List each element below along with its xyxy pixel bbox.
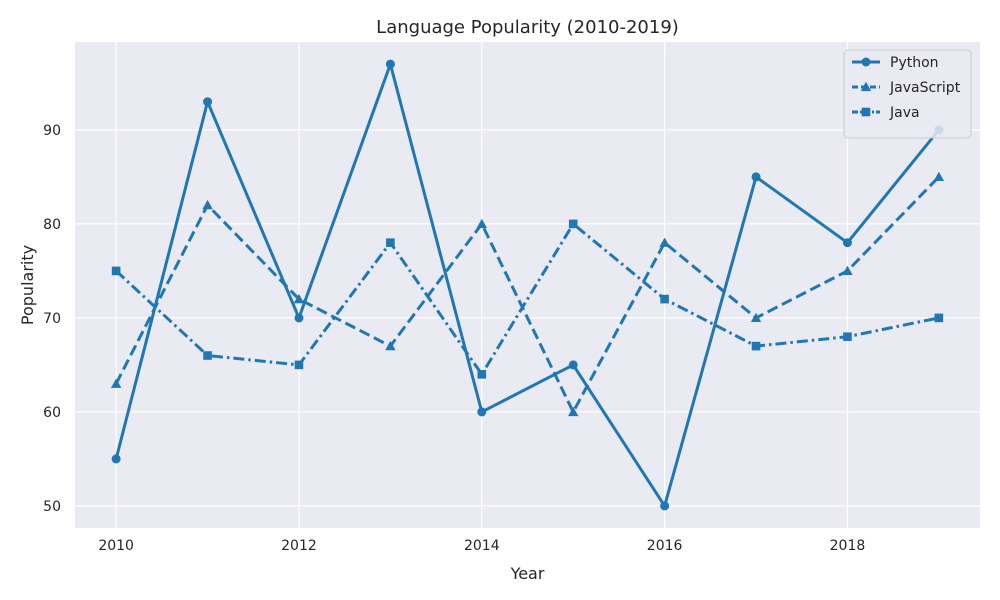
data-point — [111, 266, 121, 276]
ticks: 2010 2012 2014 2016 2018 50 60 70 80 90 — [43, 123, 865, 554]
data-point — [477, 370, 487, 379]
data-point — [933, 171, 945, 182]
data-point — [568, 219, 578, 229]
data-point — [203, 351, 212, 360]
data-point — [385, 59, 395, 69]
y-axis-label: Popularity — [18, 245, 37, 325]
series-line — [115, 222, 940, 376]
data-point — [110, 378, 122, 388]
y-tick-label: 60 — [43, 405, 61, 421]
legend-item: Python — [852, 55, 939, 71]
data-point — [476, 218, 487, 229]
x-tick-label: 2016 — [647, 538, 683, 554]
x-tick-label: 2010 — [98, 538, 134, 554]
data-point — [386, 238, 395, 247]
legend: Python JavaScript Java — [843, 49, 972, 139]
y-tick-label: 80 — [43, 217, 61, 233]
legend-label: JavaScript — [889, 80, 961, 96]
data-point — [842, 238, 852, 248]
data-point — [568, 406, 579, 417]
x-tick-label: 2012 — [281, 538, 317, 554]
y-tick-label: 70 — [43, 311, 61, 327]
data-point — [111, 454, 121, 464]
series-javascript — [110, 171, 945, 417]
legend-marker — [861, 107, 871, 117]
y-tick-label: 50 — [43, 499, 61, 515]
legend-box — [843, 49, 972, 139]
legend-item: Java — [852, 105, 920, 121]
x-axis-label: Year — [510, 564, 545, 583]
x-tick-label: 2014 — [464, 538, 500, 554]
data-point — [568, 360, 578, 370]
data-point — [660, 501, 670, 511]
series-line — [114, 175, 940, 414]
chart-title: Language Popularity (2010-2019) — [376, 17, 679, 38]
data-point — [659, 237, 670, 247]
data-point — [751, 172, 761, 182]
data-point — [751, 341, 761, 351]
series-layer — [110, 59, 945, 511]
data-point — [660, 294, 669, 304]
legend-marker — [860, 81, 872, 92]
data-point — [843, 332, 852, 342]
series-java — [111, 219, 944, 379]
data-point — [477, 407, 487, 417]
data-point — [934, 313, 944, 323]
legend-label: Python — [890, 55, 939, 71]
data-point — [842, 265, 853, 276]
x-tick-label: 2018 — [830, 538, 866, 554]
data-point — [293, 293, 305, 304]
legend-marker — [861, 57, 871, 67]
data-point — [202, 199, 213, 210]
data-point — [750, 312, 762, 323]
data-point — [203, 97, 213, 107]
y-tick-label: 90 — [43, 123, 61, 139]
data-point — [294, 313, 304, 323]
data-point — [294, 360, 304, 370]
series-line — [114, 62, 941, 508]
plot-area — [75, 42, 980, 528]
legend-item: JavaScript — [852, 80, 961, 96]
data-point — [385, 340, 396, 351]
legend-label: Java — [889, 105, 920, 121]
